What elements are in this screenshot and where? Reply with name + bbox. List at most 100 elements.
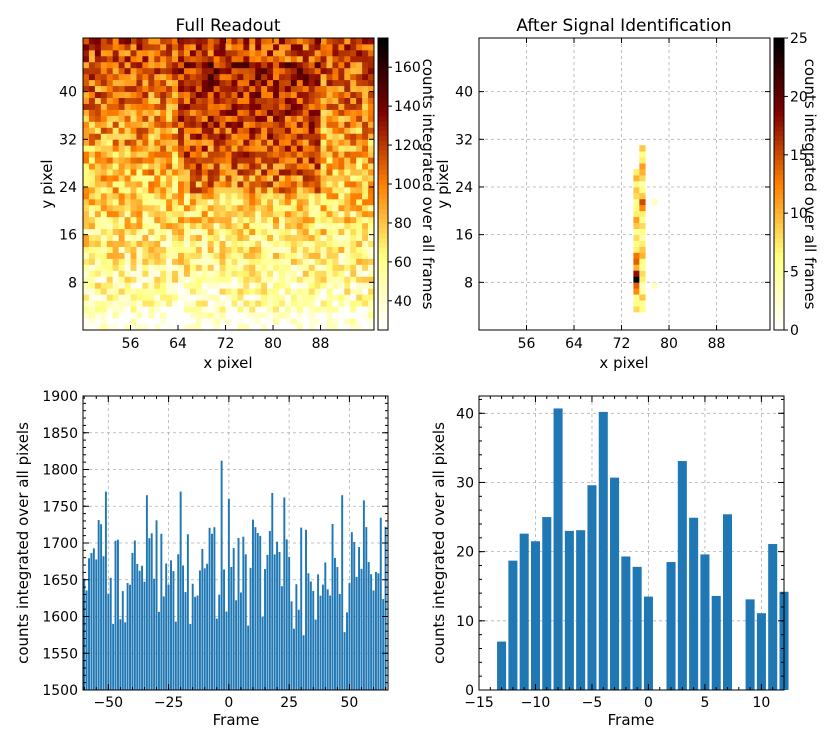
bar [331,523,334,690]
heatmap-cell [338,133,345,140]
heatmap-cell [368,133,375,140]
heatmap-cell [273,198,280,206]
heatmap-cell [320,79,327,87]
heatmap-cell [112,198,120,206]
heatmap-cell [261,85,268,93]
bar [131,552,134,690]
heatmap-cell [368,198,375,206]
heatmap-cell [332,157,339,164]
heatmap-cell [213,91,220,98]
colorbar-segment [378,67,388,73]
heatmap-cell [142,222,149,230]
heatmap-cell [302,246,310,253]
heatmap-cell [118,252,125,259]
heatmap-cell [332,186,339,194]
heatmap-cell [83,181,90,188]
heatmap-cell [225,55,232,63]
heatmap-cell [106,306,114,313]
heatmap-cell [207,198,215,206]
heatmap-cell [178,252,185,259]
heatmap-cell [308,97,316,104]
heatmap-cell [356,216,363,224]
heatmap-cell [88,270,96,277]
heatmap-cell [130,157,137,164]
heatmap-cell [308,324,316,331]
heatmap-cell [314,312,321,319]
heatmap-cell [231,252,238,259]
heatmap-cell [261,181,268,188]
heatmap-cell [338,61,345,69]
heatmap-cell [124,121,131,128]
bar [276,541,279,690]
heatmap-cell [332,300,339,307]
colorbar-segment [774,227,784,234]
heatmap-cell [88,234,96,242]
heatmap-cell [130,216,137,224]
bar [353,541,356,690]
heatmap-cell [344,318,351,325]
heatmap-cell [166,216,173,224]
signal-cell [639,192,646,200]
bar [145,495,148,690]
heatmap-cell [178,204,185,212]
heatmap-cell [290,109,298,116]
bar [155,520,158,690]
bar [283,497,286,690]
heatmap-cell [255,312,262,319]
colorbar-segment [774,81,784,88]
heatmap-cell [225,145,232,152]
heatmap-cell [302,121,310,128]
heatmap-cell [142,270,149,277]
heatmap-cell [124,181,131,188]
heatmap-cell [225,115,232,122]
heatmap-cell [219,186,226,194]
heatmap-cell [189,109,197,116]
heatmap-cell [273,121,280,128]
y-tick-label: 24 [455,180,473,196]
heatmap-cell [356,258,363,265]
heatmap-cell [160,264,167,271]
heatmap-cell [368,210,375,218]
heatmap-cell [219,306,226,313]
heatmap-cell [332,181,339,188]
heatmap-cell [308,91,316,98]
heatmap-cell [178,109,185,116]
heatmap-cell [296,181,304,188]
heatmap-cell [338,216,345,224]
heatmap-cell [284,55,292,63]
signal-cell [639,169,646,176]
heatmap-cell [225,97,232,104]
heatmap-cell [136,264,143,271]
heatmap-cell [124,252,131,259]
heatmap-cell [302,210,310,218]
heatmap-cell [308,43,316,51]
heatmap-cell [100,67,108,75]
heatmap-cell [118,210,125,218]
heatmap-cell [130,49,137,57]
heatmap-cell [362,306,369,313]
heatmap-cell [118,175,125,182]
heatmap-cell [172,175,179,182]
heatmap-cell [255,216,262,224]
heatmap-cell [136,103,143,110]
heatmap-cell [142,318,149,325]
heatmap-cell [237,258,244,265]
heatmap-cell [326,169,333,176]
heatmap-cell [261,210,268,218]
heatmap-cell [338,109,345,116]
heatmap-cell [219,103,226,110]
heatmap-cell [243,258,250,265]
y-tick-label: 1800 [42,463,78,479]
heatmap-cell [118,49,125,57]
heatmap-cell [136,258,143,265]
bar [114,540,117,690]
heatmap-cell [314,300,321,307]
heatmap-cell [243,109,250,116]
heatmap-cell [273,210,280,218]
heatmap-cell [106,139,114,146]
heatmap-cell [183,246,191,253]
heatmap-cell [148,210,155,218]
heatmap-cell [83,97,90,104]
heatmap-cell [362,97,369,104]
heatmap-cell [195,192,203,200]
